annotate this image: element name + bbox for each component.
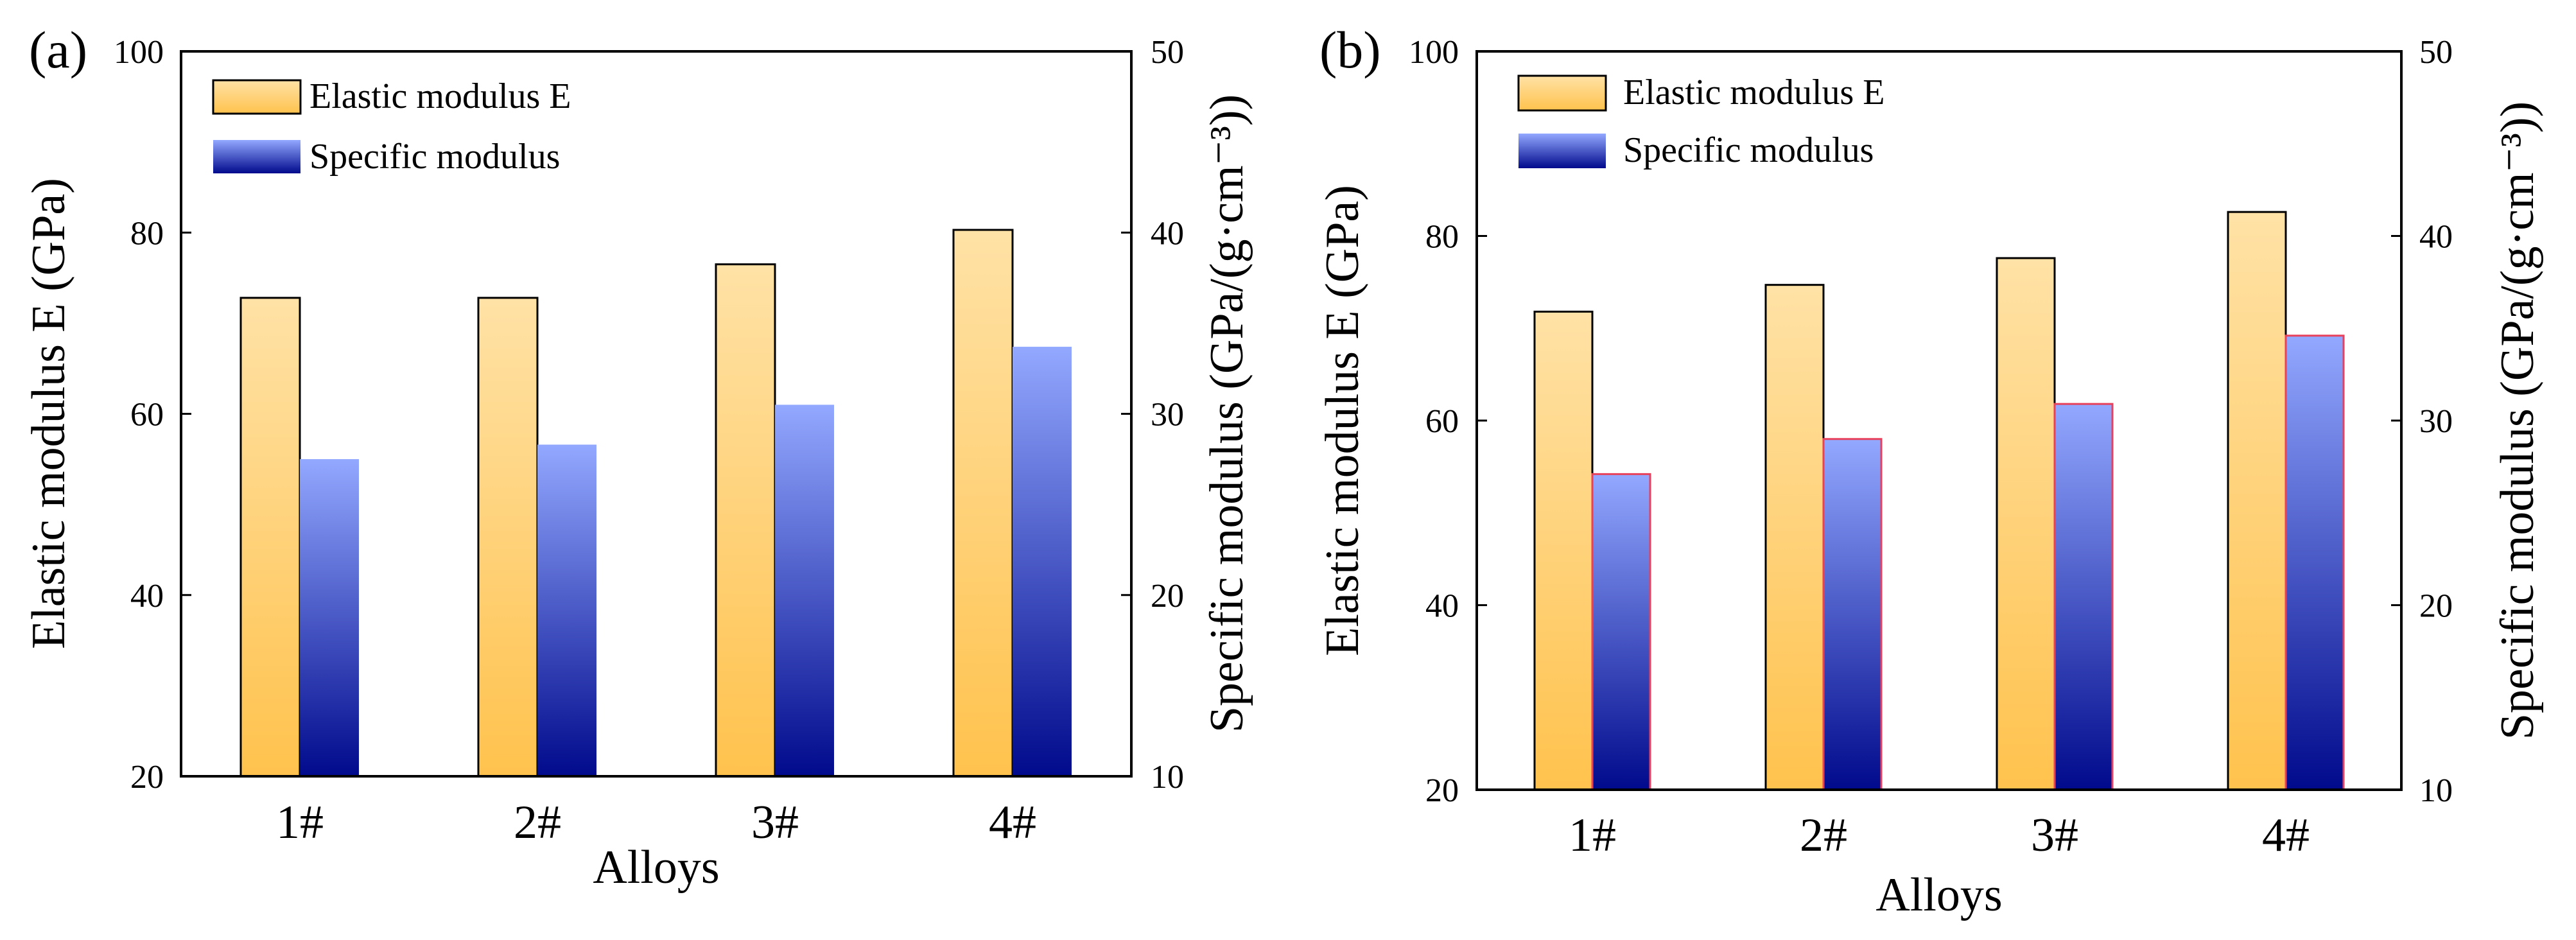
panel-a-ytick-left-label-0: 20 [130, 759, 164, 796]
panel-b-ytick-left-label-3: 80 [1425, 219, 1459, 256]
panel-a-category-label-0: 1# [276, 796, 324, 849]
panel-a-bar-specific-3 [1013, 347, 1072, 776]
panel-b-ytick-right-label-3: 40 [2419, 219, 2453, 256]
panel-a-xlabel: Alloys [593, 841, 719, 894]
panel-b: (b) 20 40 60 80 100 10 20 30 40 50 1# 2# 3# 4# Alloys… [1316, 21, 2544, 921]
panel-a-bar-elastic-2 [715, 263, 776, 778]
panel-b-ytick-right-label-4: 50 [2419, 34, 2453, 71]
panel-b-ytick-left-label-1: 40 [1425, 588, 1459, 625]
panel-b-category-label-2: 3# [2031, 809, 2078, 862]
panel-b-ytick-right-label-2: 30 [2419, 403, 2453, 440]
panel-a-ylabel-right: Specific modulus (GPa/(g·cm⁻³)) [1201, 94, 1253, 733]
panel-a-ytick-left-label-3: 80 [130, 215, 164, 252]
panel-a-category-label-1: 2# [514, 796, 561, 849]
panel-b-ylabel-left: Elastic modulus E (GPa) [1316, 185, 1369, 656]
panel-b-bar-elastic-1 [1764, 284, 1825, 791]
panel-b-category-label-1: 2# [1800, 809, 1847, 862]
panel-a-bar-specific-0 [300, 459, 359, 776]
panel-b-category-label-3: 4# [2262, 809, 2310, 862]
panel-a-ytick-right-label-3: 40 [1151, 215, 1184, 252]
panel-b-frame [1475, 50, 2403, 791]
panel-b-label: (b) [1319, 21, 1381, 79]
panel-b-marks: 20 40 60 80 100 10 20 30 40 50 1# 2# 3# 4# [1409, 34, 2453, 862]
panel-b-bar-elastic-0 [1533, 310, 1594, 791]
panel-b-ytick-left-label-0: 20 [1425, 772, 1459, 809]
panel-b-legend-label-specific: Specific modulus [1623, 130, 1874, 170]
panel-a-ytick-left-label-4: 100 [114, 34, 164, 71]
panel-a-legend-label-specific: Specific modulus [309, 137, 560, 177]
panel-a-frame [180, 50, 1133, 778]
panel-b-ytick-right-label-0: 10 [2419, 772, 2453, 809]
panel-a-legend-swatch-specific [213, 140, 300, 173]
panel-b-legend: Elastic modulus E Specific modulus [1517, 73, 1885, 170]
panel-b-bar-elastic-2 [1996, 257, 2056, 791]
panel-a-ytick-right-label-1: 20 [1151, 578, 1184, 614]
panel-a-ytick-right-label-4: 50 [1151, 34, 1184, 71]
panel-b-ytick-left-label-2: 60 [1425, 403, 1459, 440]
panel-b-ytick-right-label-1: 20 [2419, 588, 2453, 625]
panel-a-bar-elastic-3 [952, 229, 1014, 778]
panel-a: (a) 20 40 60 80 100 10 20 30 40 50 1# 2# 3# 4# Alloys… [22, 21, 1253, 894]
panel-b-bar-elastic-3 [2227, 211, 2287, 791]
panel-a-ytick-right-label-2: 30 [1151, 397, 1184, 433]
panel-a-bar-specific-1 [537, 444, 596, 776]
panel-b-bar-specific-0 [1591, 473, 1651, 791]
panel-a-ytick-left-label-1: 40 [130, 578, 164, 614]
panel-b-ytick-left-label-4: 100 [1409, 34, 1459, 71]
panel-a-bar-elastic-1 [477, 297, 539, 778]
panel-a-bar-elastic-0 [239, 297, 301, 778]
panel-a-category-label-2: 3# [751, 796, 799, 849]
panel-a-ytick-right-label-0: 10 [1151, 759, 1184, 796]
panel-b-bar-specific-3 [2284, 335, 2345, 791]
panel-a-label: (a) [29, 21, 87, 79]
panel-a-ylabel-left: Elastic modulus E (GPa) [22, 178, 75, 649]
panel-b-bar-specific-2 [2053, 403, 2114, 791]
panel-b-legend-swatch-elastic [1517, 74, 1607, 112]
panel-b-legend-swatch-specific [1519, 134, 1606, 168]
panel-a-legend: Elastic modulus E Specific modulus [212, 76, 571, 177]
panel-a-category-label-3: 4# [989, 796, 1036, 849]
panel-b-ylabel-right: Specific modulus (GPa/(g·cm⁻³)) [2491, 101, 2544, 740]
panel-b-category-label-0: 1# [1569, 809, 1616, 862]
panel-a-bar-specific-2 [775, 405, 834, 776]
panel-b-legend-label-elastic: Elastic modulus E [1623, 73, 1885, 112]
panel-b-bar-specific-1 [1822, 438, 1883, 791]
panel-b-xlabel: Alloys [1875, 869, 2002, 921]
panel-a-ytick-left-label-2: 60 [130, 397, 164, 433]
panel-a-legend-swatch-elastic [212, 79, 302, 115]
panel-a-legend-label-elastic: Elastic modulus E [309, 76, 571, 116]
panel-a-marks: 20 40 60 80 100 10 20 30 40 50 1# 2# 3# 4# [114, 34, 1184, 849]
